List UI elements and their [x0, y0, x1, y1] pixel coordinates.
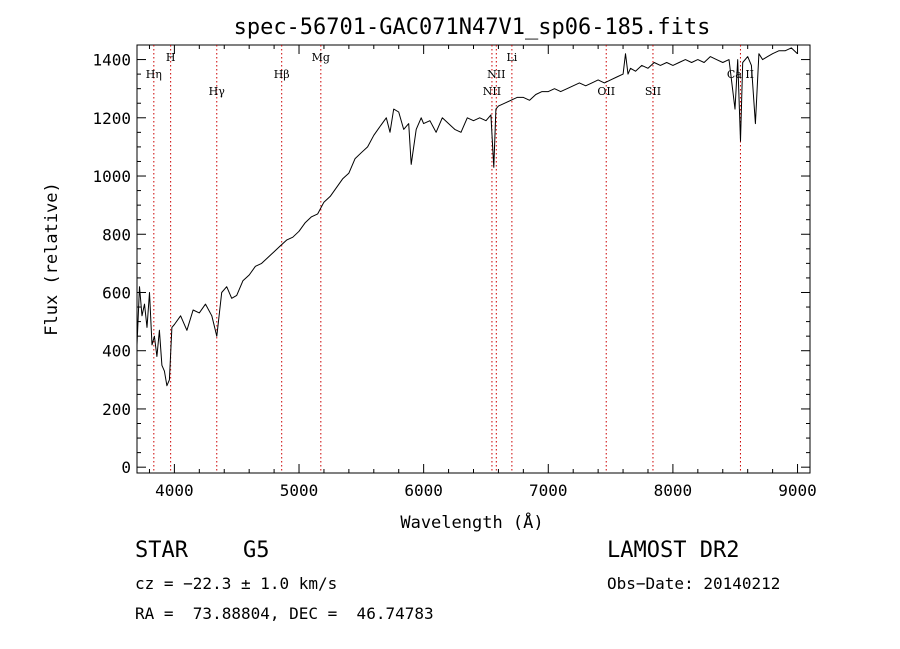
spectral-line-label: Hη — [146, 68, 162, 81]
observation-date: Obs−Date: 20140212 — [607, 574, 781, 593]
spectral-line-label: NII — [487, 68, 505, 81]
x-axis-label: Wavelength (Å) — [400, 511, 543, 533]
y-tick-label: 1400 — [92, 51, 131, 70]
x-tick-label: 6000 — [404, 481, 443, 500]
spectral-line-label: H — [166, 51, 176, 64]
chart-title: spec-56701-GAC071N47V1_sp06-185.fits — [234, 15, 711, 40]
spectral-line-label: SII — [645, 85, 661, 98]
y-tick-label: 600 — [102, 283, 131, 302]
spectral-line-label: Mg — [312, 51, 330, 64]
axis-ticks: 4000 5000 6000 7000 8000 9000 0 200 400 600 800 100… — [92, 45, 817, 500]
y-tick-label: 200 — [102, 400, 131, 419]
x-tick-label: 9000 — [778, 481, 817, 500]
spectrum-line — [136, 47, 798, 387]
spectral-line-label: Hγ — [209, 85, 226, 98]
y-tick-label: 400 — [102, 342, 131, 361]
y-tick-label: 0 — [121, 458, 131, 477]
object-class: STAR — [135, 538, 188, 563]
radial-velocity: cz = −22.3 ± 1.0 km/s — [135, 574, 338, 593]
y-tick-label: 800 — [102, 225, 131, 244]
x-tick-label: 5000 — [280, 481, 319, 500]
spectral-line-label: OII — [597, 85, 615, 98]
plot-frame — [136, 44, 811, 474]
spectrum-series — [136, 47, 798, 387]
spectral-line-label: NII — [483, 85, 501, 98]
x-tick-label: 7000 — [529, 481, 568, 500]
x-tick-label: 4000 — [155, 481, 194, 500]
y-tick-label: 1000 — [92, 167, 131, 186]
spectral-line-label: Hβ — [274, 68, 290, 81]
spectral-line-label: Li — [506, 51, 517, 64]
coordinates: RA = 73.88804, DEC = 46.74783 — [135, 604, 434, 623]
y-tick-label: 1200 — [92, 109, 131, 128]
spectral-line-label: Ca II — [727, 68, 754, 81]
y-axis-label: Flux (relative) — [42, 182, 62, 336]
x-tick-label: 8000 — [654, 481, 693, 500]
survey-name: LAMOST DR2 — [607, 538, 740, 563]
object-subclass: G5 — [243, 538, 270, 563]
